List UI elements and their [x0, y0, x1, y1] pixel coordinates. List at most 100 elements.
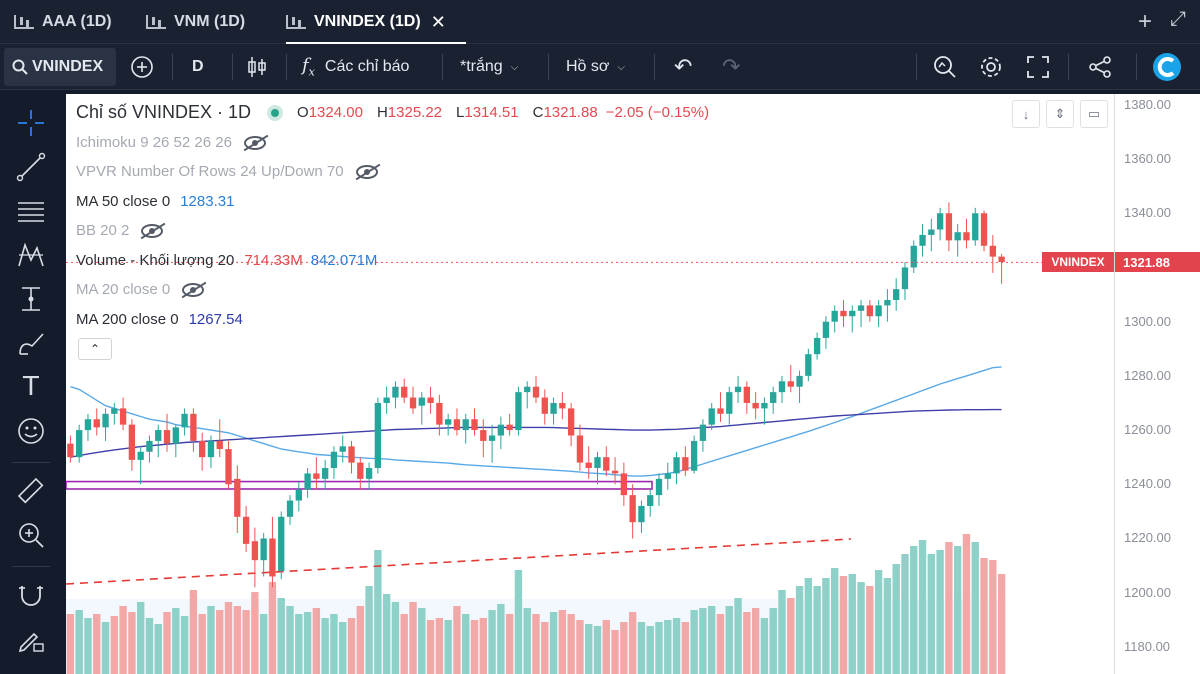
candle-body: [339, 446, 346, 452]
candle-body: [822, 321, 830, 338]
candle-body: [304, 473, 311, 490]
price-tick: 1260.00: [1124, 422, 1171, 438]
candle-body: [831, 310, 838, 322]
quick-search-button[interactable]: [932, 44, 958, 90]
trendline-tool[interactable]: [14, 150, 48, 184]
brush-tool[interactable]: [14, 326, 48, 360]
settings-button[interactable]: [978, 44, 1004, 90]
pattern-tool[interactable]: [14, 238, 48, 272]
volume-bar: [84, 618, 92, 674]
eye-off-icon[interactable]: [243, 135, 266, 150]
chart-pane[interactable]: [66, 94, 1114, 674]
brand-logo[interactable]: [1152, 44, 1182, 90]
fullscreen-button[interactable]: [1026, 44, 1050, 90]
candle-body: [181, 413, 188, 428]
volume-bar: [743, 612, 751, 674]
emoji-tool[interactable]: [14, 414, 48, 448]
volume-bar: [374, 550, 382, 674]
candle-body: [436, 402, 443, 425]
ma200-legend[interactable]: MA 200 close 0 1267.54: [76, 311, 243, 328]
undo-icon[interactable]: ↶: [674, 54, 693, 79]
last-price-symbol: VNINDEX: [1042, 252, 1114, 273]
chart-icon: [14, 15, 34, 29]
candle-body: [998, 256, 1005, 263]
ma200-label: MA 200 close 0: [76, 311, 179, 328]
volume-bar: [690, 610, 698, 674]
candle-body: [734, 386, 742, 393]
ma50-legend[interactable]: MA 50 close 0 1283.31: [76, 193, 234, 210]
candle-body: [93, 419, 100, 428]
tab-vnm[interactable]: VNM (1D): [146, 0, 245, 44]
pencil-lock-icon: [18, 632, 44, 653]
tab-vnindex[interactable]: VNINDEX (1D) ✕: [286, 0, 466, 44]
share-button[interactable]: [1088, 44, 1112, 90]
profile-dropdown[interactable]: Hồ sơ ⌵: [566, 44, 625, 90]
fib-tool[interactable]: [14, 194, 48, 228]
zoom-tool[interactable]: [14, 518, 48, 552]
magnet-icon: [19, 586, 43, 606]
bb-legend[interactable]: BB 20 2: [76, 222, 164, 239]
crosshair-icon: [18, 110, 44, 136]
price-chart[interactable]: [66, 94, 1114, 674]
close-icon[interactable]: ✕: [430, 11, 446, 32]
chart-type-button[interactable]: [246, 44, 268, 90]
volume-bar: [110, 616, 119, 674]
eye-off-icon[interactable]: [182, 282, 205, 297]
pattern-icon: [18, 242, 44, 267]
volume-bar: [927, 554, 936, 674]
maximize-pane-icon[interactable]: ▭: [1080, 100, 1108, 128]
symbol-search[interactable]: VNINDEX: [4, 48, 116, 86]
measure-tool[interactable]: [14, 282, 48, 316]
volume-bar: [628, 612, 637, 674]
eye-off-icon[interactable]: [141, 223, 164, 238]
redo-icon[interactable]: ↷: [722, 54, 741, 79]
ma20-legend[interactable]: MA 20 close 0: [76, 281, 205, 298]
volume-bar: [681, 622, 690, 674]
arrow-down-icon[interactable]: ↓: [1012, 100, 1040, 128]
chevron-down-icon: ⌵: [617, 61, 625, 73]
eye-off-icon[interactable]: [355, 164, 378, 179]
price-tick: 1220.00: [1124, 530, 1171, 546]
text-icon[interactable]: T: [23, 372, 39, 402]
collapse-pane-icon[interactable]: ⇕: [1046, 100, 1074, 128]
volume-bar: [312, 608, 321, 674]
interval-button[interactable]: D: [192, 58, 204, 75]
lock-drawing-tool[interactable]: [14, 622, 48, 656]
candle-body: [506, 424, 513, 431]
candle-body: [401, 386, 408, 398]
volume-bar: [180, 616, 189, 674]
volume-bar: [874, 570, 883, 674]
candle-body: [699, 424, 707, 441]
volume-bar: [295, 614, 303, 674]
ruler-icon: [17, 477, 44, 504]
candle-body: [717, 408, 724, 414]
volume-bar: [251, 592, 259, 674]
volume-bar: [822, 578, 830, 674]
ma50-line: [70, 366, 1002, 477]
magnet-tool[interactable]: [14, 578, 48, 612]
price-axis[interactable]: 1380.001360.001340.001320.001300.001280.…: [1114, 94, 1200, 674]
add-compare-button[interactable]: [130, 44, 154, 90]
last-price-label: 1321.88: [1115, 252, 1200, 273]
ruler-tool[interactable]: [14, 474, 48, 508]
volume-bar: [918, 540, 927, 674]
candle-body: [559, 402, 566, 409]
crosshair-tool[interactable]: [14, 106, 48, 140]
candle-body: [111, 408, 118, 414]
ichimoku-legend[interactable]: Ichimoku 9 26 52 26 26: [76, 134, 266, 151]
add-tab-icon[interactable]: +: [1137, 8, 1152, 35]
open-value: 1324.00: [308, 104, 363, 121]
volume-legend[interactable]: Volume - Khối lượng 20 714.33M 842.071M: [76, 252, 377, 269]
volume-bar: [997, 574, 1006, 674]
expand-icon[interactable]: ⤢: [1170, 8, 1186, 30]
volume-bar: [620, 622, 628, 674]
ma50-value: 1283.31: [180, 193, 235, 210]
vpvr-legend[interactable]: VPVR Number Of Rows 24 Up/Down 70: [76, 163, 378, 180]
volume-bar: [813, 586, 821, 674]
tab-aaa[interactable]: AAA (1D): [14, 0, 112, 44]
theme-dropdown[interactable]: *trắng ⌵: [460, 44, 518, 90]
indicators-button[interactable]: fx Các chỉ báo: [302, 44, 409, 90]
volume-bar: [857, 582, 865, 674]
low-value: 1314.51: [464, 104, 519, 121]
collapse-legend-button[interactable]: ⌃: [78, 338, 112, 360]
